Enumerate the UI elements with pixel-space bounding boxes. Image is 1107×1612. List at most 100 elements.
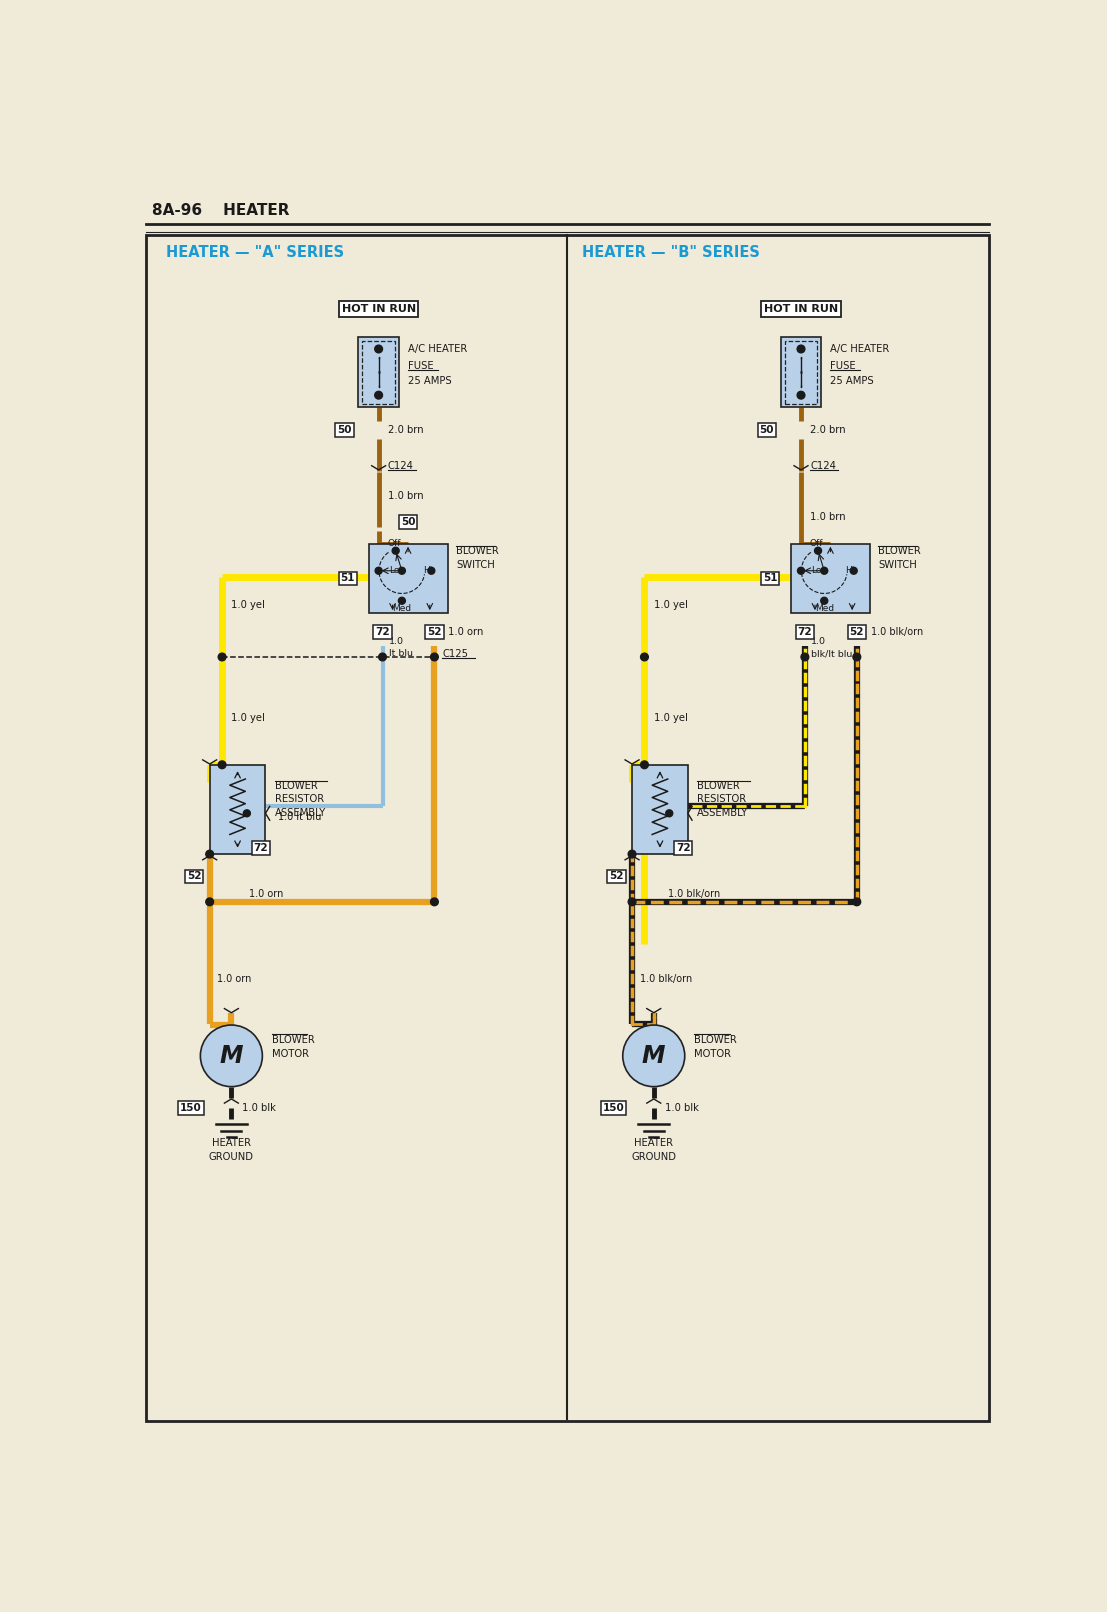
Text: BLOWER: BLOWER [271, 1035, 314, 1046]
Circle shape [206, 898, 214, 906]
Text: GROUND: GROUND [209, 1153, 254, 1162]
FancyBboxPatch shape [780, 337, 821, 406]
Circle shape [852, 653, 860, 661]
Text: Lo: Lo [811, 566, 821, 575]
Text: 1.0 orn: 1.0 orn [448, 627, 484, 637]
FancyBboxPatch shape [632, 766, 687, 854]
Circle shape [850, 567, 857, 574]
Circle shape [399, 598, 405, 604]
Text: HEATER — "B" SERIES: HEATER — "B" SERIES [581, 245, 759, 260]
Text: MOTOR: MOTOR [271, 1048, 309, 1059]
Text: 150: 150 [602, 1103, 624, 1114]
Circle shape [628, 850, 635, 858]
Circle shape [392, 546, 400, 555]
Text: 72: 72 [375, 627, 390, 637]
Text: 1.0 brn: 1.0 brn [387, 492, 424, 501]
Circle shape [375, 345, 383, 353]
Text: 2.0 brn: 2.0 brn [810, 426, 846, 435]
Text: 150: 150 [180, 1103, 201, 1114]
Circle shape [218, 761, 226, 769]
Text: A/C HEATER: A/C HEATER [408, 343, 467, 355]
Text: Off: Off [387, 538, 401, 548]
Text: Hi: Hi [845, 566, 855, 575]
Text: BLOWER: BLOWER [697, 782, 739, 791]
Circle shape [431, 898, 438, 906]
Text: 1.0 blk/orn: 1.0 blk/orn [668, 890, 720, 899]
Circle shape [427, 567, 435, 574]
Circle shape [244, 809, 250, 817]
Text: FUSE: FUSE [408, 361, 434, 371]
Circle shape [641, 761, 649, 769]
FancyBboxPatch shape [209, 766, 266, 854]
Text: 50: 50 [401, 517, 415, 527]
Text: ASSEMBLY: ASSEMBLY [275, 808, 327, 817]
Circle shape [399, 567, 405, 574]
Text: BLOWER: BLOWER [879, 546, 921, 556]
Circle shape [628, 898, 635, 906]
Circle shape [623, 1025, 685, 1086]
Text: 52: 52 [609, 872, 624, 882]
Text: HEATER: HEATER [211, 1138, 251, 1148]
Text: 52: 52 [849, 627, 865, 637]
Text: 1.0 blk/orn: 1.0 blk/orn [871, 627, 923, 637]
Text: 72: 72 [676, 843, 691, 853]
FancyBboxPatch shape [146, 235, 989, 1420]
Circle shape [200, 1025, 262, 1086]
Text: 1.0 yel: 1.0 yel [231, 600, 266, 611]
Text: 1.0 orn: 1.0 orn [217, 974, 251, 983]
Text: 1.0 yel: 1.0 yel [654, 600, 687, 611]
Text: 72: 72 [254, 843, 268, 853]
Circle shape [852, 898, 860, 906]
Text: 1.0: 1.0 [389, 637, 404, 646]
Text: 25 AMPS: 25 AMPS [408, 376, 452, 387]
Circle shape [218, 653, 226, 661]
Text: Med: Med [392, 604, 412, 613]
Text: SWITCH: SWITCH [879, 559, 918, 569]
Text: 72: 72 [797, 627, 813, 637]
Text: Med: Med [815, 604, 834, 613]
FancyBboxPatch shape [359, 337, 399, 406]
Text: HOT IN RUN: HOT IN RUN [342, 305, 416, 314]
Text: Hi: Hi [423, 566, 432, 575]
Text: 50: 50 [338, 426, 352, 435]
Text: 50: 50 [759, 426, 774, 435]
Text: RESISTOR: RESISTOR [697, 795, 746, 804]
Circle shape [820, 598, 828, 604]
Text: 52: 52 [427, 627, 442, 637]
Text: 2.0 brn: 2.0 brn [387, 426, 424, 435]
Circle shape [431, 653, 438, 661]
Circle shape [641, 653, 649, 661]
Text: C124: C124 [387, 461, 414, 471]
Text: 51: 51 [763, 574, 777, 584]
Circle shape [801, 653, 809, 661]
FancyBboxPatch shape [790, 543, 870, 613]
Circle shape [820, 567, 828, 574]
Text: C124: C124 [810, 461, 836, 471]
Text: MOTOR: MOTOR [694, 1048, 731, 1059]
Text: 1.0 lt blu: 1.0 lt blu [278, 812, 321, 822]
Text: M: M [219, 1045, 244, 1067]
Text: 52: 52 [187, 872, 201, 882]
Text: M: M [642, 1045, 665, 1067]
Text: 1.0: 1.0 [811, 637, 826, 646]
Text: RESISTOR: RESISTOR [275, 795, 324, 804]
Circle shape [206, 850, 214, 858]
Circle shape [375, 392, 383, 400]
Circle shape [797, 345, 805, 353]
Text: Off: Off [809, 538, 824, 548]
Circle shape [797, 567, 805, 574]
Text: 1.0 brn: 1.0 brn [810, 513, 846, 522]
Circle shape [379, 653, 386, 661]
Text: lt blu: lt blu [389, 650, 413, 658]
Text: 51: 51 [340, 574, 355, 584]
Circle shape [665, 809, 673, 817]
Text: FUSE: FUSE [830, 361, 856, 371]
Text: C125: C125 [442, 650, 468, 659]
Text: HEATER: HEATER [634, 1138, 673, 1148]
Text: blk/lt blu: blk/lt blu [811, 650, 852, 658]
Text: 1.0 yel: 1.0 yel [654, 713, 687, 722]
Text: HEATER — "A" SERIES: HEATER — "A" SERIES [166, 245, 343, 260]
Text: 1.0 yel: 1.0 yel [231, 713, 266, 722]
Text: 1.0 orn: 1.0 orn [249, 890, 283, 899]
Text: A/C HEATER: A/C HEATER [830, 343, 890, 355]
